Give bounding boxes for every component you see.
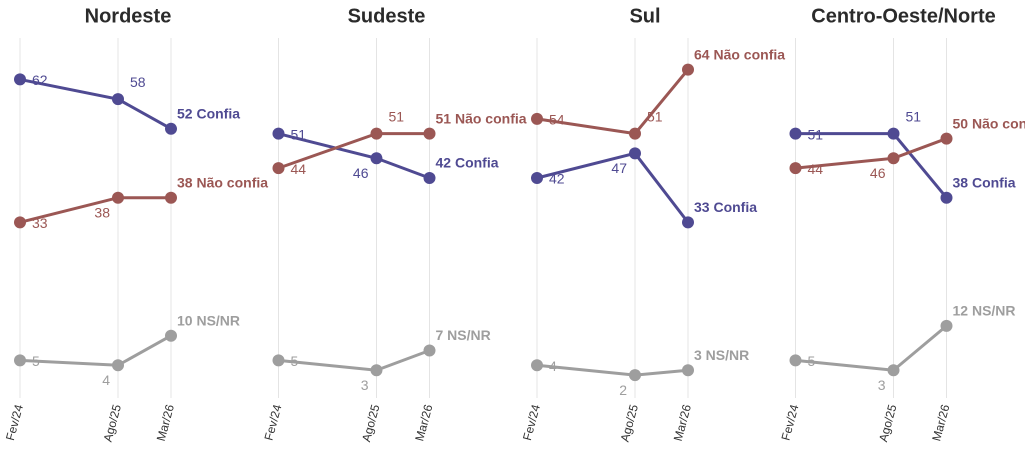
point bbox=[887, 364, 900, 377]
point bbox=[272, 354, 285, 367]
point bbox=[272, 127, 285, 140]
x-tick-label: Fev/24 bbox=[261, 403, 284, 442]
point bbox=[887, 127, 900, 140]
value-label: 2 bbox=[619, 382, 627, 398]
panel-title: Centro-Oeste/Norte bbox=[811, 5, 995, 27]
line bbox=[278, 349, 431, 372]
point bbox=[14, 216, 26, 229]
point bbox=[370, 127, 383, 140]
line bbox=[19, 334, 172, 367]
point bbox=[628, 127, 641, 140]
point bbox=[628, 147, 641, 160]
value-label: 38 bbox=[94, 204, 110, 220]
value-label: 5 bbox=[808, 353, 816, 369]
point bbox=[682, 63, 694, 76]
point bbox=[165, 329, 177, 342]
value-label: 5 bbox=[32, 353, 40, 369]
value-label: 42 bbox=[549, 171, 565, 187]
point bbox=[531, 112, 543, 125]
x-tick-label: Fev/24 bbox=[778, 403, 801, 442]
value-label: 46 bbox=[353, 165, 369, 181]
point bbox=[370, 152, 383, 165]
point bbox=[628, 369, 641, 382]
point bbox=[370, 364, 383, 377]
point bbox=[14, 354, 26, 367]
point bbox=[940, 319, 953, 332]
point bbox=[789, 162, 802, 175]
end-label: 7 NS/NR bbox=[436, 327, 491, 343]
x-tick-label: Mar/26 bbox=[412, 403, 435, 443]
point bbox=[789, 354, 802, 367]
point bbox=[111, 191, 124, 204]
line bbox=[795, 324, 948, 372]
panel-title: Sudeste bbox=[348, 5, 426, 27]
value-label: 51 bbox=[647, 108, 663, 124]
end-label: 52 Confia bbox=[177, 105, 240, 121]
point bbox=[789, 127, 802, 140]
end-label: 42 Confia bbox=[436, 155, 499, 171]
value-label: 46 bbox=[870, 165, 886, 181]
end-label: 10 NS/NR bbox=[177, 312, 240, 328]
value-label: 47 bbox=[611, 160, 627, 176]
x-tick-label: Ago/25 bbox=[101, 403, 124, 444]
end-label: 3 NS/NR bbox=[694, 347, 749, 363]
panel-title: Sul bbox=[629, 5, 660, 27]
x-tick-label: Mar/26 bbox=[154, 403, 177, 443]
panel-title: Nordeste bbox=[85, 5, 172, 27]
end-label: 38 Não confia bbox=[177, 174, 268, 190]
value-label: 4 bbox=[102, 372, 110, 388]
point bbox=[272, 162, 285, 175]
end-label: 64 Não confia bbox=[694, 46, 785, 62]
point bbox=[14, 73, 26, 86]
point bbox=[682, 216, 694, 229]
end-label: 50 Não confia bbox=[953, 115, 1025, 131]
point bbox=[531, 359, 543, 372]
point bbox=[165, 191, 177, 204]
end-label: 51 Não confia bbox=[436, 110, 527, 126]
value-label: 5 bbox=[291, 353, 299, 369]
value-label: 51 bbox=[291, 126, 307, 142]
point bbox=[940, 132, 953, 145]
end-label: 33 Confia bbox=[694, 199, 757, 215]
x-tick-label: Fev/24 bbox=[520, 403, 543, 442]
value-label: 44 bbox=[291, 161, 307, 177]
point bbox=[682, 364, 694, 377]
value-label: 44 bbox=[808, 161, 824, 177]
x-tick-label: Ago/25 bbox=[359, 403, 382, 444]
point bbox=[423, 172, 436, 184]
end-label: 38 Confia bbox=[953, 174, 1016, 190]
point bbox=[423, 344, 436, 357]
x-tick-label: Fev/24 bbox=[3, 403, 26, 442]
point bbox=[111, 359, 124, 372]
x-tick-label: Ago/25 bbox=[618, 403, 641, 444]
line bbox=[536, 363, 689, 377]
end-label: 12 NS/NR bbox=[953, 303, 1016, 319]
value-label: 4 bbox=[549, 358, 557, 374]
value-label: 3 bbox=[878, 377, 886, 393]
point bbox=[165, 122, 177, 135]
x-tick-label: Mar/26 bbox=[929, 403, 952, 443]
value-label: 3 bbox=[361, 377, 369, 393]
value-label: 51 bbox=[905, 108, 921, 124]
value-label: 62 bbox=[32, 72, 48, 88]
value-label: 58 bbox=[130, 74, 146, 90]
point bbox=[940, 191, 953, 204]
point bbox=[423, 127, 436, 140]
point bbox=[111, 93, 124, 106]
point bbox=[531, 172, 543, 184]
point bbox=[887, 152, 900, 165]
value-label: 33 bbox=[32, 215, 48, 231]
value-label: 51 bbox=[808, 126, 824, 142]
x-tick-label: Ago/25 bbox=[876, 403, 899, 444]
value-label: 54 bbox=[549, 112, 565, 128]
value-label: 51 bbox=[388, 108, 404, 124]
x-tick-label: Mar/26 bbox=[671, 403, 694, 443]
